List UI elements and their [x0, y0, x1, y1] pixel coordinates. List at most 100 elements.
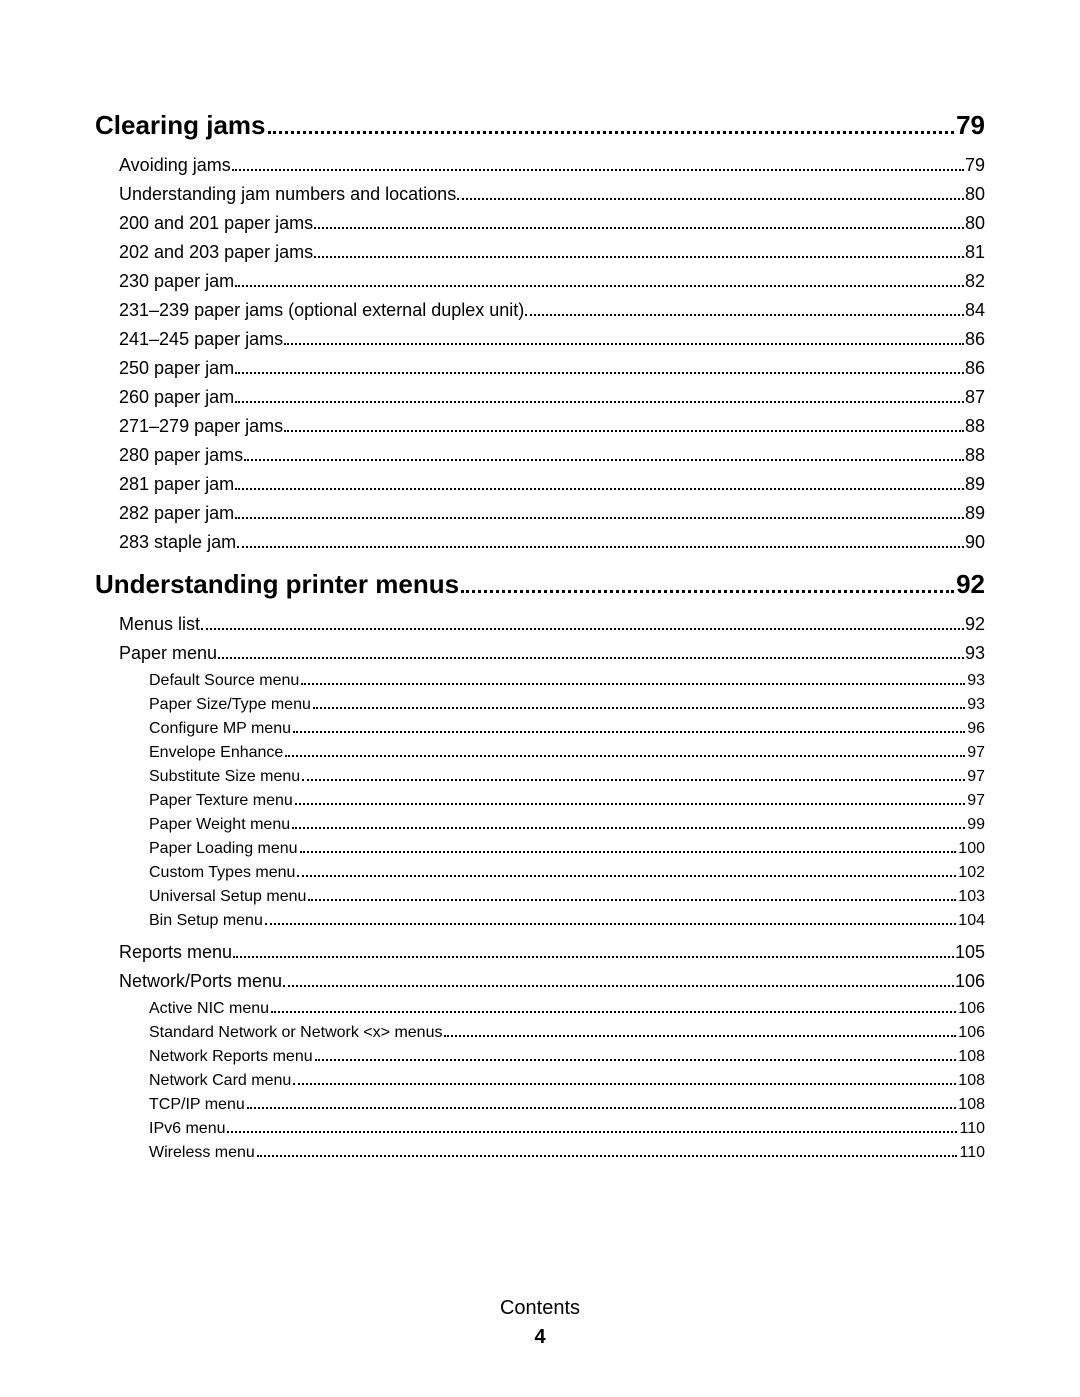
toc-entry-page: 90 [965, 532, 985, 553]
toc-entry[interactable]: Network/Ports menu106 [119, 971, 985, 992]
toc-subentry-label: Custom Types menu [149, 864, 295, 882]
toc-entry[interactable]: Reports menu105 [119, 942, 985, 963]
table-of-contents: Clearing jams79Avoiding jams79Understand… [95, 110, 985, 1174]
toc-subentry-page: 100 [958, 840, 985, 858]
leader-dots [247, 1107, 957, 1109]
toc-entry-page: 88 [965, 416, 985, 437]
toc-subentry[interactable]: Default Source menu93 [149, 672, 985, 690]
toc-subentry-page: 110 [959, 1120, 985, 1138]
toc-entry-page: 93 [965, 643, 985, 664]
toc-subentry-label: Paper Loading menu [149, 840, 298, 858]
toc-subentry-label: Network Reports menu [149, 1048, 313, 1066]
toc-entry-label: 283 staple jam [119, 532, 236, 553]
toc-subentry[interactable]: Wireless menu110 [149, 1144, 985, 1162]
toc-entry-page: 81 [965, 242, 985, 263]
toc-subentry-page: 108 [958, 1048, 985, 1066]
toc-entry-page: 88 [965, 445, 985, 466]
leader-dots [201, 628, 964, 630]
toc-subentry[interactable]: Paper Loading menu 100 [149, 840, 985, 858]
toc-heading-page: 92 [956, 569, 985, 600]
toc-subentry[interactable]: Configure MP menu96 [149, 720, 985, 738]
toc-subentry-page: 108 [958, 1096, 985, 1114]
toc-entry[interactable]: 200 and 201 paper jams80 [119, 213, 985, 234]
toc-entry[interactable]: Menus list92 [119, 614, 985, 635]
toc-entry-page: 79 [965, 155, 985, 176]
toc-subentry[interactable]: Active NIC menu106 [149, 1000, 985, 1018]
toc-entry[interactable]: 281 paper jam89 [119, 474, 985, 495]
toc-entry-page: 86 [965, 329, 985, 350]
footer-page-number: 4 [0, 1326, 1080, 1349]
toc-subentry[interactable]: Universal Setup menu 103 [149, 888, 985, 906]
toc-entry[interactable]: 250 paper jam86 [119, 358, 985, 379]
toc-subentry-label: Universal Setup menu [149, 888, 306, 906]
toc-subentry[interactable]: Bin Setup menu104 [149, 912, 985, 930]
toc-subentry[interactable]: Envelope Enhance97 [149, 744, 985, 762]
toc-entry[interactable]: 260 paper jam87 [119, 387, 985, 408]
toc-entry-page: 82 [965, 271, 985, 292]
toc-subentry-page: 97 [967, 792, 985, 810]
toc-entry-label: 280 paper jams [119, 445, 243, 466]
toc-subentry-page: 97 [967, 768, 985, 786]
toc-subentry[interactable]: Substitute Size menu 97 [149, 768, 985, 786]
toc-entry[interactable]: 280 paper jams 88 [119, 445, 985, 466]
leader-dots [268, 131, 955, 134]
leader-dots [218, 657, 964, 659]
page-footer: Contents 4 [0, 1297, 1080, 1349]
leader-dots [315, 1059, 957, 1061]
toc-entry[interactable]: 241–245 paper jams 86 [119, 329, 985, 350]
toc-subentry[interactable]: Network Card menu 108 [149, 1072, 985, 1090]
toc-entry-label: Network/Ports menu [119, 971, 282, 992]
toc-entry-page: 87 [965, 387, 985, 408]
toc-subentry[interactable]: Standard Network or Network <x> menus106 [149, 1024, 985, 1042]
leader-dots [301, 683, 965, 685]
toc-heading-page: 79 [956, 110, 985, 141]
leader-dots [444, 1035, 956, 1037]
toc-entry-label: Paper menu [119, 643, 217, 664]
leader-dots [235, 401, 964, 403]
toc-heading-label: Clearing jams [95, 110, 266, 141]
toc-entry-label: 241–245 paper jams [119, 329, 283, 350]
toc-heading[interactable]: Clearing jams 79 [95, 110, 985, 141]
toc-subentry[interactable]: IPv6 menu110 [149, 1120, 985, 1138]
toc-entry[interactable]: 202 and 203 paper jams81 [119, 242, 985, 263]
leader-dots [295, 803, 965, 805]
toc-subentry-page: 103 [958, 888, 985, 906]
toc-entry[interactable]: Paper menu 93 [119, 643, 985, 664]
toc-subentry-label: Envelope Enhance [149, 744, 283, 762]
leader-dots [302, 779, 965, 781]
leader-dots [308, 899, 956, 901]
spacer [95, 1168, 985, 1174]
toc-entry[interactable]: 230 paper jam82 [119, 271, 985, 292]
toc-subentry-label: Substitute Size menu [149, 768, 300, 786]
toc-subentry-label: Network Card menu [149, 1072, 291, 1090]
toc-entry-label: 250 paper jam [119, 358, 234, 379]
leader-dots [265, 923, 956, 925]
leader-dots [314, 227, 964, 229]
toc-entry[interactable]: 282 paper jam89 [119, 503, 985, 524]
leader-dots [271, 1011, 956, 1013]
toc-subentry-page: 110 [959, 1144, 985, 1162]
leader-dots [232, 169, 964, 171]
toc-subentry-page: 108 [958, 1072, 985, 1090]
toc-subentry-label: TCP/IP menu [149, 1096, 245, 1114]
toc-subentry[interactable]: Network Reports menu 108 [149, 1048, 985, 1066]
toc-subentry[interactable]: Custom Types menu102 [149, 864, 985, 882]
toc-entry[interactable]: 231–239 paper jams (optional external du… [119, 300, 985, 321]
toc-subentry[interactable]: TCP/IP menu 108 [149, 1096, 985, 1114]
toc-subentry[interactable]: Paper Size/Type menu93 [149, 696, 985, 714]
toc-entry[interactable]: 271–279 paper jams 88 [119, 416, 985, 437]
toc-entry-label: Understanding jam numbers and locations [119, 184, 456, 205]
toc-entry-label: 271–279 paper jams [119, 416, 283, 437]
toc-entry[interactable]: 283 staple jam 90 [119, 532, 985, 553]
leader-dots [284, 430, 964, 432]
toc-entry-label: 282 paper jam [119, 503, 234, 524]
toc-entry[interactable]: Understanding jam numbers and locations8… [119, 184, 985, 205]
toc-heading[interactable]: Understanding printer menus92 [95, 569, 985, 600]
toc-subentry[interactable]: Paper Weight menu99 [149, 816, 985, 834]
toc-entry[interactable]: Avoiding jams79 [119, 155, 985, 176]
leader-dots [300, 851, 957, 853]
toc-section: Clearing jams79Avoiding jams79Understand… [95, 110, 985, 553]
leader-dots [283, 985, 954, 987]
toc-subentry[interactable]: Paper Texture menu97 [149, 792, 985, 810]
toc-subentry-label: Active NIC menu [149, 1000, 269, 1018]
